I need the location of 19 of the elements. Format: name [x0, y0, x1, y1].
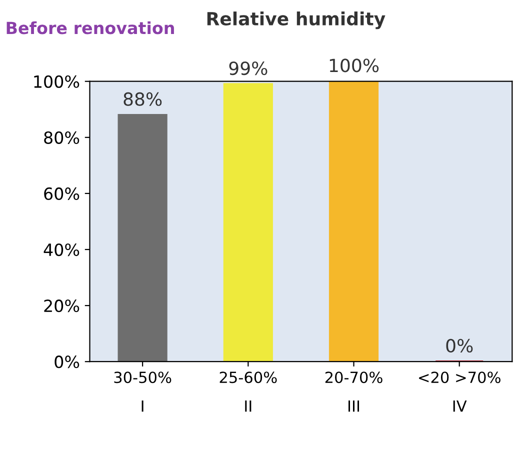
- x-tick-label: 30-50% I: [114, 372, 172, 412]
- data-label: 100%: [330, 58, 379, 72]
- data-label: 88%: [124, 92, 162, 106]
- y-tick-label: 80%: [44, 131, 80, 144]
- y-tick-label: 60%: [44, 187, 80, 200]
- data-label: 99%: [229, 61, 268, 76]
- y-tick-label: 0%: [54, 356, 80, 368]
- y-tick-label: 20%: [44, 300, 80, 312]
- x-tick-label: 20-70% III: [325, 372, 382, 412]
- bar: [223, 83, 273, 362]
- x-tick-label: <20 >70% IV: [419, 372, 500, 412]
- bar: [328, 81, 379, 362]
- y-tick-label: 40%: [44, 243, 80, 256]
- y-tick-label: 100%: [34, 75, 80, 88]
- chart-subtitle: Before renovation: [6, 21, 174, 34]
- bar: [118, 114, 168, 362]
- data-label: 0%: [446, 338, 473, 353]
- x-tick-label: 25-60% II: [220, 372, 277, 412]
- chart-title: Relative humidity: [207, 12, 386, 30]
